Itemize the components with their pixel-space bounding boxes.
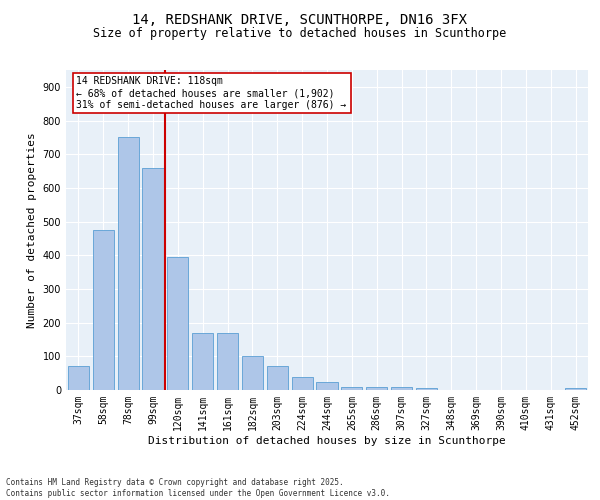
Y-axis label: Number of detached properties: Number of detached properties — [27, 132, 37, 328]
Bar — [217, 332, 238, 390]
X-axis label: Distribution of detached houses by size in Scunthorpe: Distribution of detached houses by size … — [148, 436, 506, 446]
Bar — [292, 376, 313, 390]
Bar — [118, 138, 139, 390]
Text: Contains HM Land Registry data © Crown copyright and database right 2025.
Contai: Contains HM Land Registry data © Crown c… — [6, 478, 390, 498]
Bar — [341, 386, 362, 390]
Text: Size of property relative to detached houses in Scunthorpe: Size of property relative to detached ho… — [94, 28, 506, 40]
Bar — [142, 168, 164, 390]
Text: 14 REDSHANK DRIVE: 118sqm
← 68% of detached houses are smaller (1,902)
31% of se: 14 REDSHANK DRIVE: 118sqm ← 68% of detac… — [76, 76, 347, 110]
Bar — [93, 230, 114, 390]
Bar — [565, 388, 586, 390]
Bar — [68, 366, 89, 390]
Bar — [267, 366, 288, 390]
Bar — [242, 356, 263, 390]
Bar — [416, 388, 437, 390]
Bar — [316, 382, 338, 390]
Bar — [366, 386, 387, 390]
Bar — [192, 332, 213, 390]
Text: 14, REDSHANK DRIVE, SCUNTHORPE, DN16 3FX: 14, REDSHANK DRIVE, SCUNTHORPE, DN16 3FX — [133, 12, 467, 26]
Bar — [391, 388, 412, 390]
Bar — [167, 257, 188, 390]
